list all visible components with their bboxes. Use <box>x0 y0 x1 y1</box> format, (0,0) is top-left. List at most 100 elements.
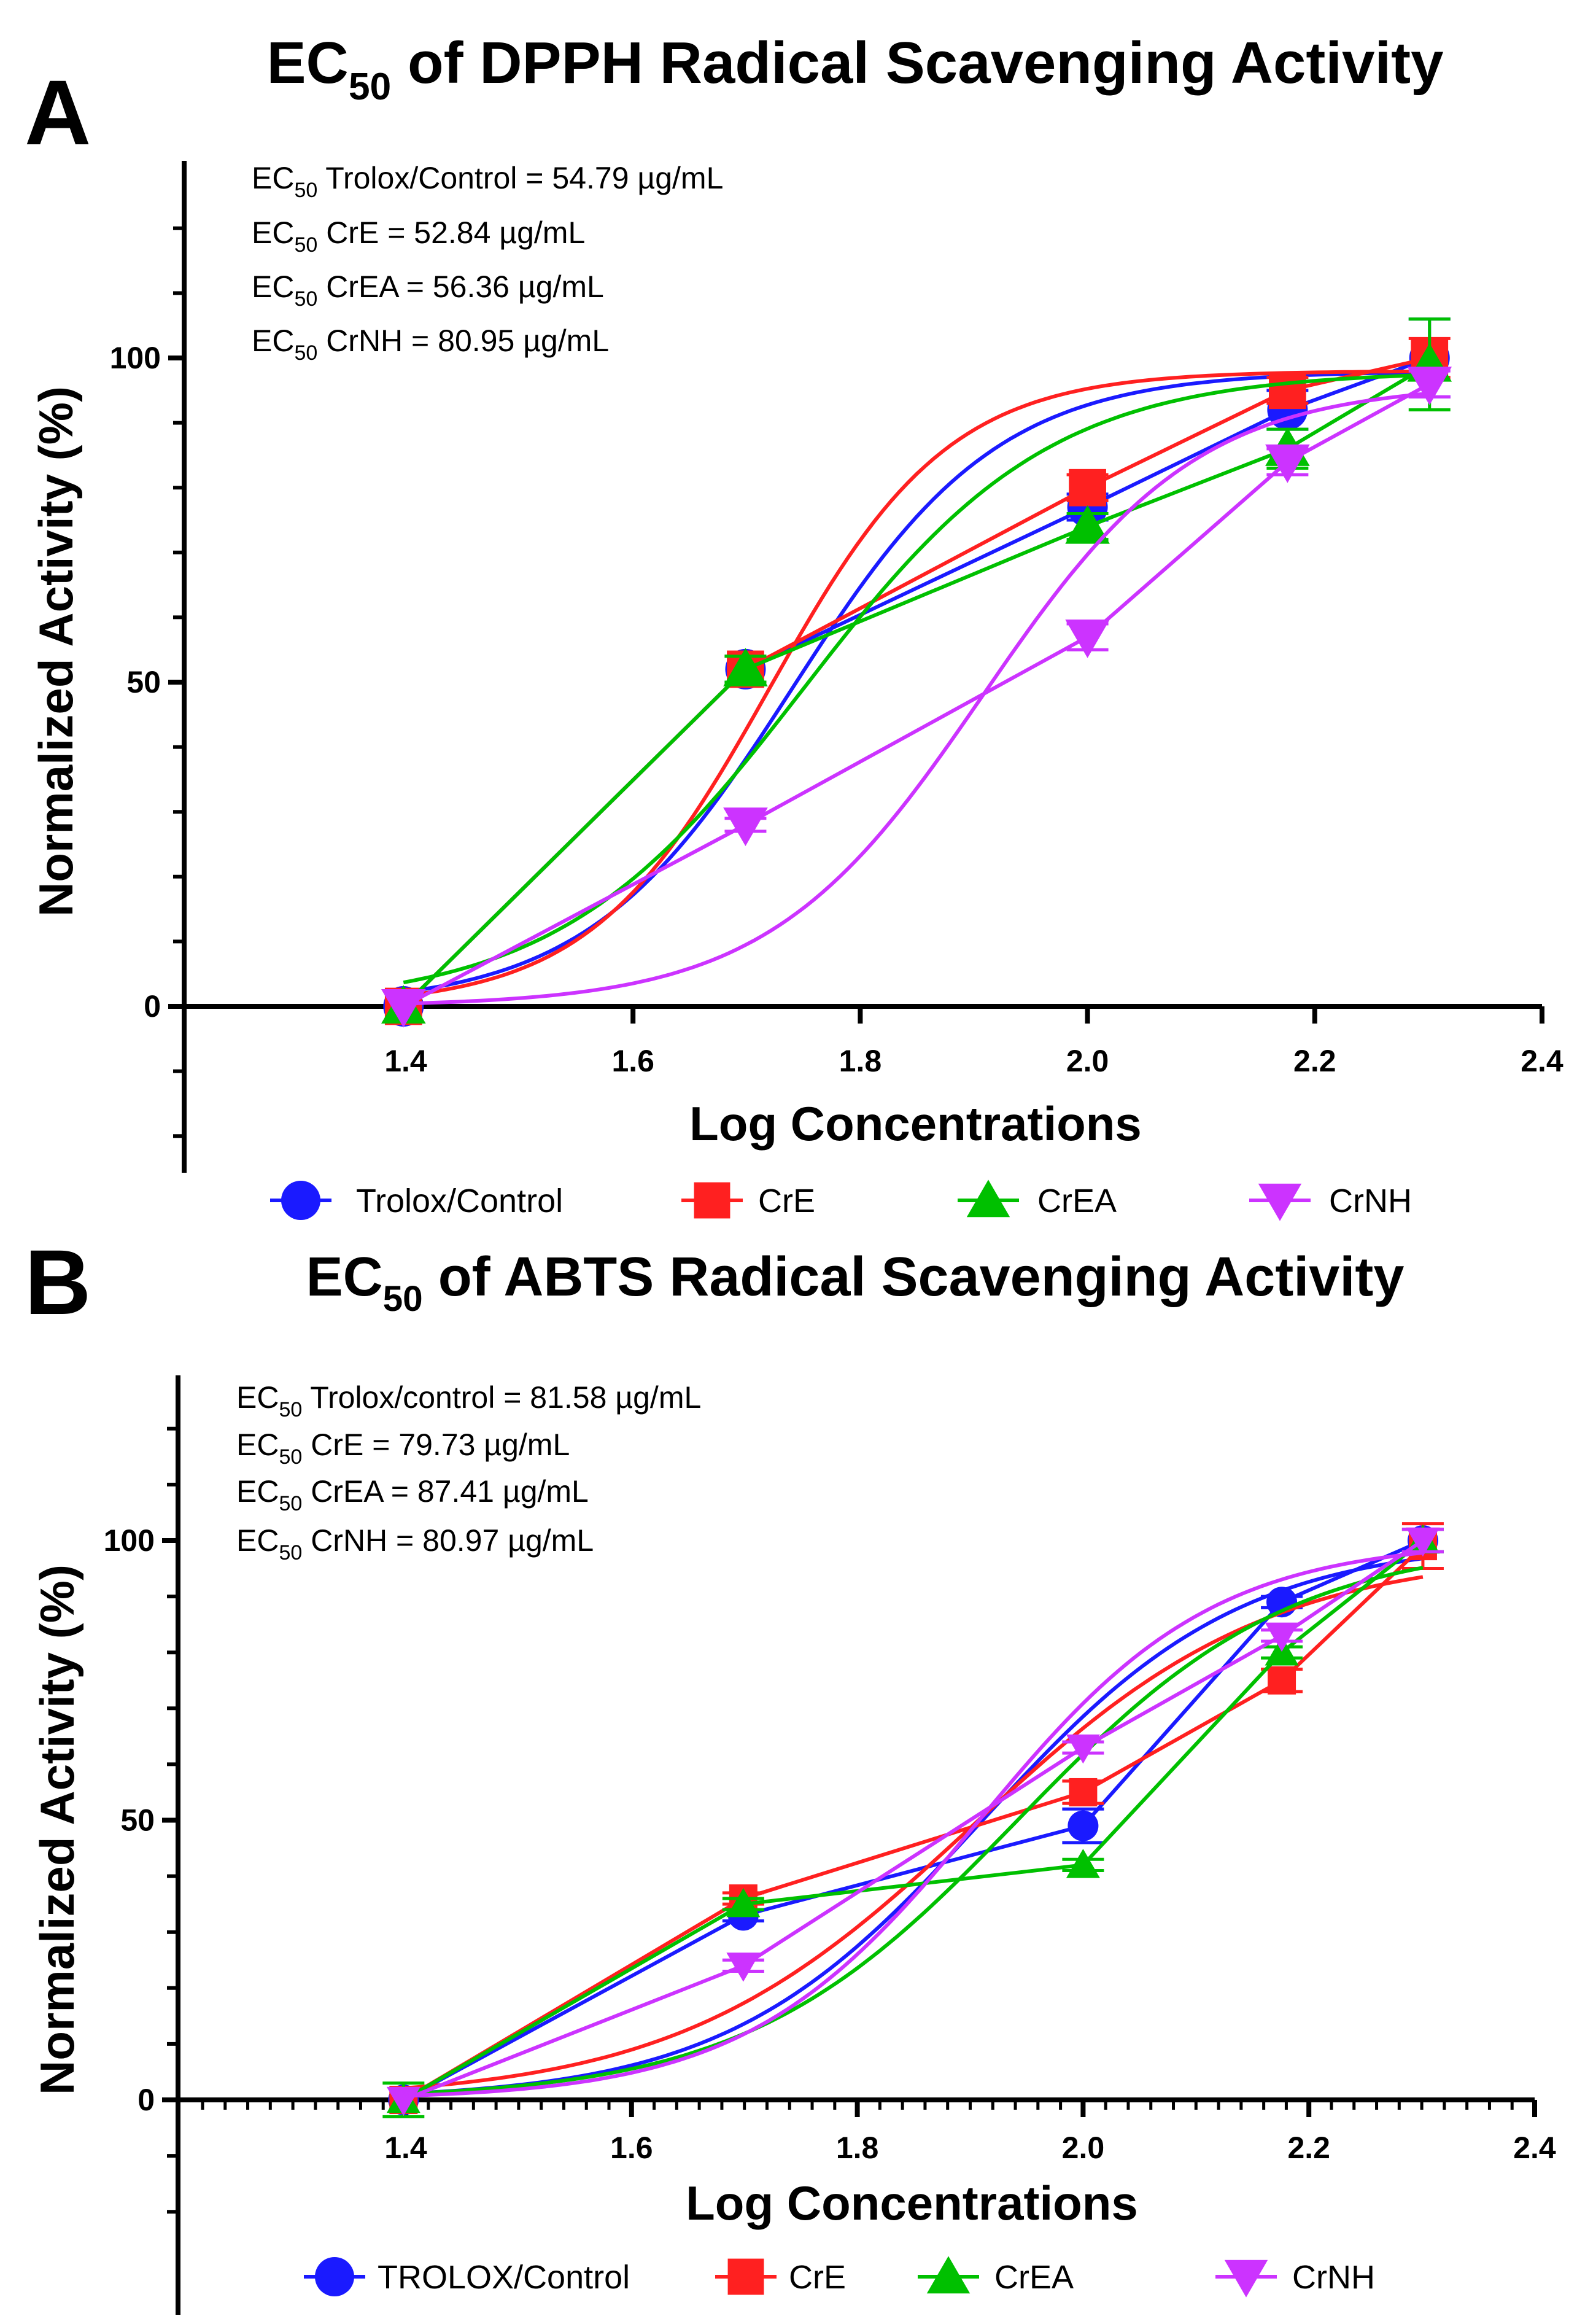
ec50-annotation-prefix: EC <box>252 161 294 195</box>
data-point <box>386 2086 420 2116</box>
data-point <box>1069 468 1106 507</box>
ec50-annotation: EC50 CrE = 79.73 µg/mL <box>236 1428 570 1469</box>
legend-item-trolox-control: TROLOX/Control <box>304 2257 630 2296</box>
data-point <box>1268 1666 1296 1695</box>
data-point <box>1269 371 1306 410</box>
y-tick-label: 100 <box>110 341 161 375</box>
x-tick-label: 1.4 <box>384 1044 427 1078</box>
ec50-annotation-text: CrEA = 87.41 µg/mL <box>302 1474 589 1509</box>
y-tick-label: 0 <box>138 2083 155 2117</box>
x-tick-label: 2.0 <box>1066 1044 1109 1078</box>
legend-label: CrEA <box>1037 1183 1117 1219</box>
fit-curve <box>403 1556 1424 2096</box>
legend-item-cre: CrE <box>715 2258 846 2296</box>
x-tick-label: 2.0 <box>1062 2131 1105 2165</box>
ec50-annotation: EC50 CrNH = 80.97 µg/mL <box>236 1523 594 1564</box>
ec50-annotation-prefix: EC <box>252 216 294 250</box>
legend-marker <box>1258 1183 1302 1221</box>
ec50-annotation: EC50 CrEA = 87.41 µg/mL <box>236 1474 589 1515</box>
ec50-annotation-prefix: EC <box>236 1474 279 1509</box>
ec50-annotation-text: Trolox/control = 81.58 µg/mL <box>302 1380 701 1415</box>
y-tick-label: 100 <box>104 1523 155 1558</box>
legend-item-crnh: CrNH <box>1249 1183 1412 1221</box>
x-tick-label: 1.8 <box>836 2131 879 2165</box>
legend-label: CrEA <box>994 2259 1074 2296</box>
panel-a: A EC50 of DPPH Radical Scavenging Activit… <box>25 30 1563 1221</box>
x-tick-label: 2.2 <box>1287 2131 1330 2165</box>
data-point <box>1265 1622 1299 1652</box>
legend-label: CrE <box>758 1183 815 1219</box>
legend-item-crnh: CrNH <box>1215 2259 1375 2298</box>
data-point <box>723 648 768 686</box>
legend-item-crea: CrEA <box>958 1179 1117 1219</box>
chart-title-text: of ABTS Radical Scavenging Activity <box>423 1246 1405 1308</box>
fit-curve <box>403 370 1430 994</box>
ec50-annotation-subscript: 50 <box>279 1541 302 1564</box>
legend-label: CrNH <box>1329 1183 1412 1219</box>
data-point <box>1065 505 1110 544</box>
ec50-annotation-subscript: 50 <box>294 287 317 311</box>
data-point <box>726 1953 761 1982</box>
data-point <box>726 1887 761 1918</box>
x-tick-label: 2.2 <box>1293 1044 1336 1078</box>
chart-title-subscript: 50 <box>383 1279 423 1319</box>
data-point <box>1066 1849 1100 1878</box>
series-cre <box>389 1522 1444 2114</box>
ec50-annotation-subscript: 50 <box>294 233 317 257</box>
data-point <box>723 807 768 846</box>
legend-marker <box>966 1179 1010 1218</box>
fit-curve <box>403 369 1430 998</box>
ec50-annotation-subscript: 50 <box>279 1492 302 1515</box>
legend-item-crea: CrEA <box>918 2256 1074 2296</box>
y-tick-label: 50 <box>120 1803 155 1838</box>
data-line <box>402 382 1431 1008</box>
ec50-annotation-prefix: EC <box>252 324 294 358</box>
ec50-annotation-prefix: EC <box>236 1428 279 1462</box>
ec50-annotation-text: CrE = 52.84 µg/mL <box>317 216 585 250</box>
ec50-annotation-prefix: EC <box>236 1523 279 1558</box>
x-tick-label: 1.8 <box>839 1044 882 1078</box>
legend-marker <box>727 2258 764 2295</box>
data-point <box>1067 1810 1099 1841</box>
y-tick-label: 50 <box>126 665 161 699</box>
fit-curve <box>403 1550 1424 2098</box>
x-tick-label: 1.6 <box>610 2131 653 2165</box>
panel-letter: A <box>25 61 91 164</box>
data-point <box>1066 1734 1100 1764</box>
panel-letter: B <box>25 1230 91 1334</box>
series-crnh <box>386 1527 1444 2116</box>
chart-title-text: of DPPH Radical Scavenging Activity <box>391 30 1443 96</box>
data-point <box>1069 1778 1098 1806</box>
ec50-annotation-subscript: 50 <box>279 1445 302 1469</box>
series-trolox-control <box>383 317 1451 1027</box>
series-crea <box>382 1524 1444 2118</box>
x-tick-label: 1.6 <box>611 1044 654 1078</box>
legend-marker <box>1224 2260 1268 2298</box>
ec50-annotation: EC50 CrE = 52.84 µg/mL <box>252 216 585 257</box>
chart-title-prefix: EC <box>306 1246 383 1308</box>
x-axis-label: Log Concentrations <box>686 2176 1138 2230</box>
y-axis-label: Normalized Activity (%) <box>29 386 83 917</box>
ec50-annotation-prefix: EC <box>252 270 294 304</box>
ec50-annotation: EC50 CrEA = 56.36 µg/mL <box>252 270 604 311</box>
data-point <box>1406 1527 1440 1557</box>
ec50-annotation-text: CrEA = 56.36 µg/mL <box>317 270 604 304</box>
fit-curve <box>403 1566 1424 2096</box>
legend-label: Trolox/Control <box>356 1183 563 1219</box>
ec50-annotation-subscript: 50 <box>294 179 317 202</box>
legend-item-trolox-control: Trolox/Control <box>270 1181 563 1220</box>
panel-b: B EC50 of ABTS Radical Scavenging Activit… <box>25 1230 1556 2315</box>
ec50-annotation-text: CrNH = 80.97 µg/mL <box>302 1523 594 1558</box>
fit-curve <box>403 391 1430 1006</box>
y-axis-label: Normalized Activity (%) <box>30 1564 84 2095</box>
data-point <box>1265 444 1310 483</box>
ec50-annotation-prefix: EC <box>236 1380 279 1415</box>
x-tick-label: 2.4 <box>1513 2131 1556 2165</box>
legend-marker <box>926 2256 971 2294</box>
chart-title-subscript: 50 <box>349 66 391 108</box>
ec50-annotation: EC50 CrNH = 80.95 µg/mL <box>252 324 609 365</box>
ec50-annotation-text: Trolox/Control = 54.79 µg/mL <box>317 161 723 195</box>
ec50-annotation-text: CrE = 79.73 µg/mL <box>302 1428 570 1462</box>
data-point <box>1065 620 1110 658</box>
